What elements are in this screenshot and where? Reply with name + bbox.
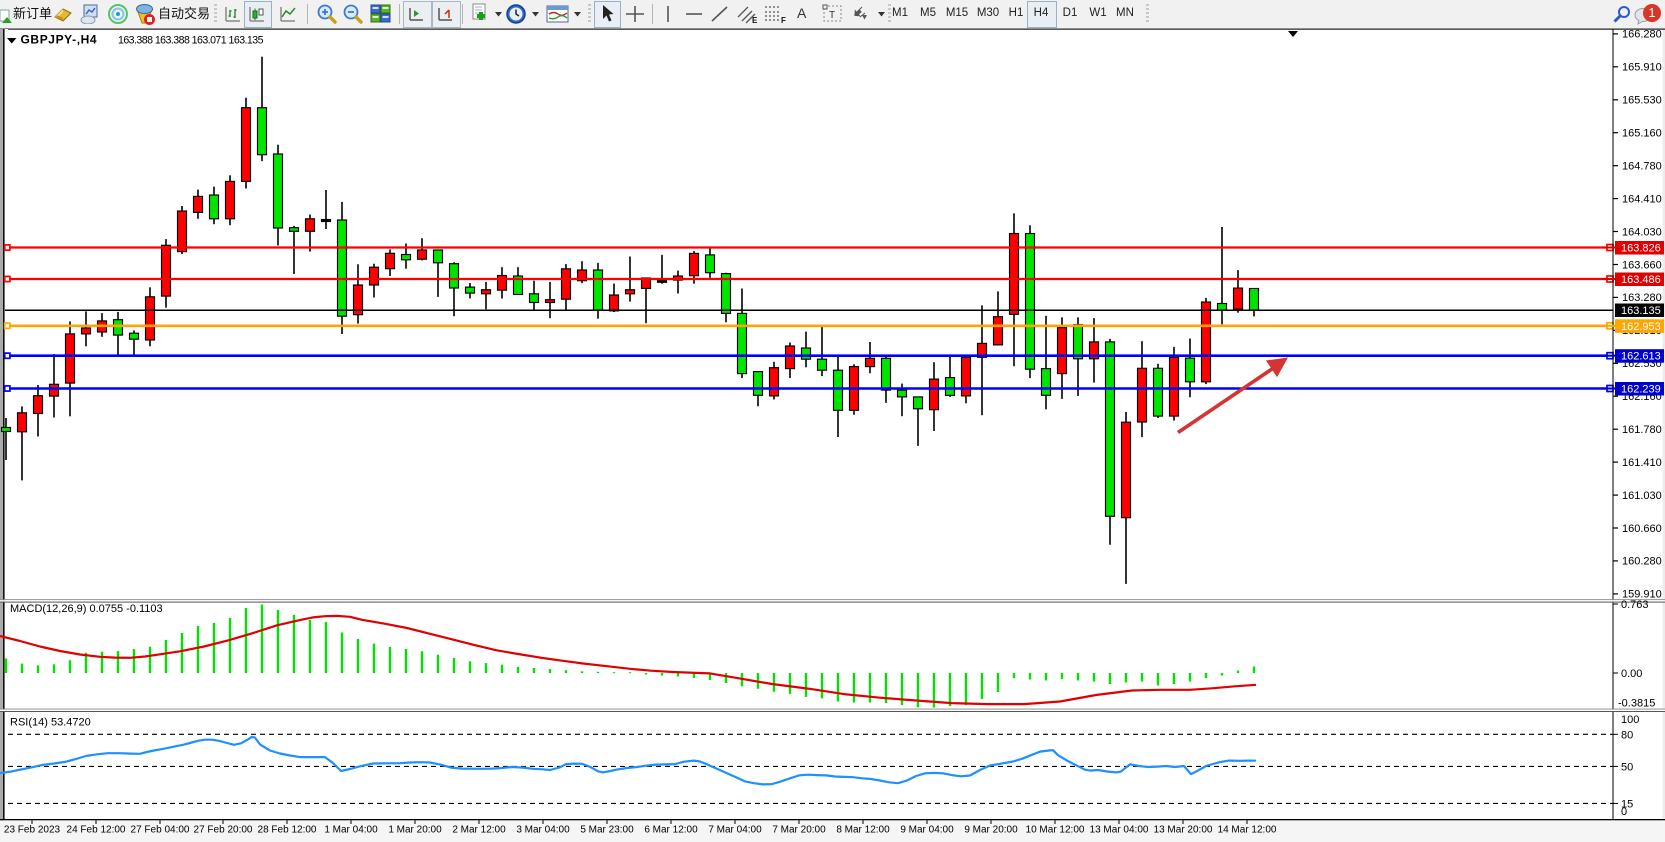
svg-text:13 Mar 20:00: 13 Mar 20:00	[1154, 825, 1213, 836]
svg-text:28 Feb 12:00: 28 Feb 12:00	[258, 825, 317, 836]
svg-text:160.280: 160.280	[1622, 556, 1662, 568]
svg-text:T: T	[829, 10, 835, 21]
svg-text:161.030: 161.030	[1622, 490, 1662, 502]
svg-text:13 Mar 04:00: 13 Mar 04:00	[1090, 825, 1149, 836]
svg-text:0: 0	[1621, 806, 1627, 818]
svg-text:100: 100	[1621, 714, 1639, 726]
svg-text:0.763: 0.763	[1621, 599, 1649, 611]
svg-text:163.135: 163.135	[1621, 305, 1661, 317]
svg-text:RSI(14) 53.4720: RSI(14) 53.4720	[10, 717, 91, 729]
svg-text:80: 80	[1621, 729, 1633, 741]
svg-text:164.780: 164.780	[1622, 161, 1662, 173]
svg-text:2 Mar 12:00: 2 Mar 12:00	[452, 825, 506, 836]
svg-text:27 Feb 20:00: 27 Feb 20:00	[194, 825, 253, 836]
svg-text:E: E	[752, 16, 758, 24]
svg-text:-0.3815: -0.3815	[1618, 698, 1655, 710]
svg-text:50: 50	[1621, 761, 1633, 773]
svg-text:15: 15	[1621, 798, 1633, 810]
svg-text:162.239: 162.239	[1621, 384, 1661, 396]
svg-text:7 Mar 04:00: 7 Mar 04:00	[708, 825, 762, 836]
svg-text:7 Mar 20:00: 7 Mar 20:00	[772, 825, 826, 836]
svg-text:23 Feb 2023: 23 Feb 2023	[4, 825, 61, 836]
svg-text:159.910: 159.910	[1622, 589, 1662, 601]
svg-text:161.410: 161.410	[1622, 457, 1662, 469]
svg-text:MACD(12,26,9) 0.0755 -0.1103: MACD(12,26,9) 0.0755 -0.1103	[10, 603, 163, 615]
svg-text:162.613: 162.613	[1621, 351, 1661, 363]
svg-text:8 Mar 12:00: 8 Mar 12:00	[836, 825, 890, 836]
svg-text:163.660: 163.660	[1622, 259, 1662, 271]
svg-text:1 Mar 20:00: 1 Mar 20:00	[388, 825, 442, 836]
svg-text:10 Mar 12:00: 10 Mar 12:00	[1026, 825, 1085, 836]
svg-text:162.953: 162.953	[1621, 321, 1661, 333]
svg-text:1 Mar 04:00: 1 Mar 04:00	[324, 825, 378, 836]
svg-text:14 Mar 12:00: 14 Mar 12:00	[1218, 825, 1277, 836]
svg-text:3 Mar 04:00: 3 Mar 04:00	[516, 825, 570, 836]
svg-text:1: 1	[1648, 5, 1655, 20]
svg-text:163.486: 163.486	[1621, 274, 1661, 286]
svg-text:160.660: 160.660	[1622, 523, 1662, 535]
svg-text:6 Mar 12:00: 6 Mar 12:00	[644, 825, 698, 836]
svg-text:0.00: 0.00	[1621, 668, 1642, 680]
svg-text:164.030: 164.030	[1622, 226, 1662, 238]
svg-text:9 Mar 04:00: 9 Mar 04:00	[900, 825, 954, 836]
svg-text:F: F	[781, 16, 786, 24]
svg-text:9 Mar 20:00: 9 Mar 20:00	[964, 825, 1018, 836]
svg-text:5 Mar 23:00: 5 Mar 23:00	[580, 825, 634, 836]
svg-text:164.410: 164.410	[1622, 193, 1662, 205]
svg-text:27 Feb 04:00: 27 Feb 04:00	[131, 825, 190, 836]
svg-text:166.280: 166.280	[1622, 29, 1662, 41]
svg-text:165.530: 165.530	[1622, 95, 1662, 107]
svg-text:163.826: 163.826	[1621, 243, 1661, 255]
svg-text:163.388 163.388 163.071 163.13: 163.388 163.388 163.071 163.135	[118, 35, 264, 47]
svg-text:GBPJPY-,H4: GBPJPY-,H4	[21, 33, 98, 47]
svg-text:165.910: 165.910	[1622, 62, 1662, 74]
svg-text:163.280: 163.280	[1622, 292, 1662, 304]
svg-text:24 Feb 12:00: 24 Feb 12:00	[67, 825, 126, 836]
svg-text:165.160: 165.160	[1622, 128, 1662, 140]
svg-text:161.780: 161.780	[1622, 424, 1662, 436]
